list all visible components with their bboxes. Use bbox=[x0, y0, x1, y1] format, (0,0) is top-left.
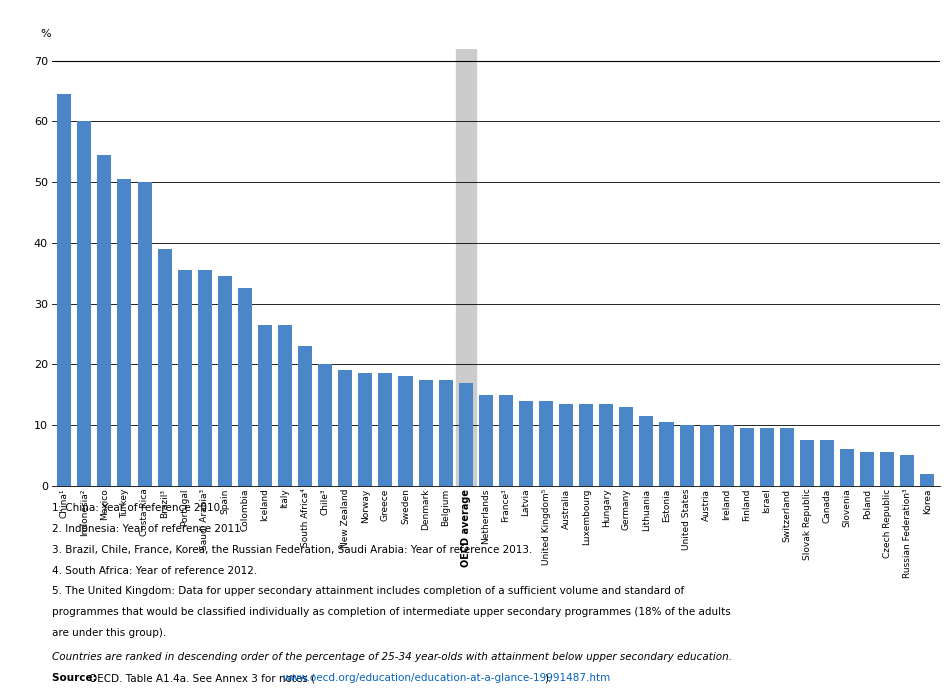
Text: 1. China: Year of reference 2010.: 1. China: Year of reference 2010. bbox=[52, 503, 224, 513]
Bar bbox=[840, 450, 854, 486]
Bar bbox=[458, 382, 473, 486]
Bar bbox=[901, 455, 915, 486]
Bar bbox=[258, 325, 272, 486]
Bar bbox=[599, 404, 613, 486]
Bar bbox=[800, 440, 814, 486]
Bar bbox=[579, 404, 593, 486]
Bar bbox=[278, 325, 292, 486]
Bar bbox=[419, 380, 433, 486]
Text: %: % bbox=[40, 29, 51, 40]
Bar bbox=[679, 425, 694, 486]
Text: OECD. Table A1.4a. See Annex 3 for notes (: OECD. Table A1.4a. See Annex 3 for notes… bbox=[89, 673, 315, 683]
Text: are under this group).: are under this group). bbox=[52, 628, 166, 638]
Text: ).: ). bbox=[545, 673, 552, 683]
Bar bbox=[699, 425, 714, 486]
Bar bbox=[438, 380, 453, 486]
Bar bbox=[820, 440, 834, 486]
Bar bbox=[57, 94, 71, 486]
Bar bbox=[860, 452, 874, 486]
Bar bbox=[881, 452, 894, 486]
Text: Countries are ranked in descending order of the percentage of 25-34 year-olds wi: Countries are ranked in descending order… bbox=[52, 652, 733, 662]
Bar bbox=[77, 121, 91, 486]
Bar bbox=[318, 364, 332, 486]
Text: 2. Indonesia: Year of reference 2011.: 2. Indonesia: Year of reference 2011. bbox=[52, 524, 244, 534]
Bar bbox=[559, 404, 573, 486]
Bar bbox=[197, 270, 212, 486]
Bar bbox=[780, 428, 794, 486]
Bar bbox=[298, 346, 312, 486]
Bar bbox=[660, 422, 674, 486]
Bar bbox=[539, 401, 553, 486]
Bar bbox=[719, 425, 734, 486]
Bar bbox=[499, 395, 512, 486]
Text: www.oecd.org/education/education-at-a-glance-19991487.htm: www.oecd.org/education/education-at-a-gl… bbox=[283, 673, 610, 683]
Bar bbox=[338, 371, 352, 486]
Text: 4. South Africa: Year of reference 2012.: 4. South Africa: Year of reference 2012. bbox=[52, 566, 257, 575]
Bar bbox=[479, 395, 493, 486]
Bar bbox=[379, 373, 393, 486]
Bar bbox=[620, 407, 633, 486]
Bar bbox=[760, 428, 773, 486]
Bar bbox=[519, 401, 533, 486]
Bar bbox=[456, 49, 475, 486]
Bar bbox=[359, 373, 372, 486]
Bar bbox=[98, 155, 111, 486]
Bar bbox=[399, 376, 413, 486]
Bar bbox=[640, 416, 654, 486]
Bar bbox=[158, 249, 172, 486]
Bar bbox=[921, 473, 935, 486]
Bar bbox=[118, 179, 132, 486]
Bar bbox=[138, 183, 152, 486]
Text: programmes that would be classified individually as completion of intermediate u: programmes that would be classified indi… bbox=[52, 607, 731, 617]
Bar bbox=[238, 289, 251, 486]
Bar bbox=[177, 270, 192, 486]
Text: 3. Brazil, Chile, France, Korea, the Russian Federation, Saudi Arabia: Year of r: 3. Brazil, Chile, France, Korea, the Rus… bbox=[52, 545, 532, 555]
Text: Source:: Source: bbox=[52, 673, 101, 683]
Bar bbox=[740, 428, 754, 486]
Bar bbox=[218, 276, 232, 486]
Text: 5. The United Kingdom: Data for upper secondary attainment includes completion o: 5. The United Kingdom: Data for upper se… bbox=[52, 586, 684, 596]
